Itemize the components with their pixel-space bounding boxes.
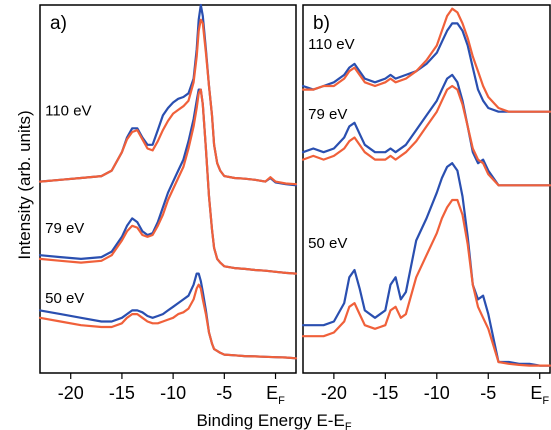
spectrum-line-red xyxy=(301,84,551,187)
spectrum-line-blue xyxy=(38,272,298,360)
photon-energy-label: 79 eV xyxy=(308,106,347,123)
x-tick-label-text: -15 xyxy=(372,383,398,403)
x-tick-label: -10 xyxy=(160,383,186,403)
panel-tag: a) xyxy=(50,13,67,34)
x-tick-label: -5 xyxy=(216,383,232,403)
photon-energy-label: 110 eV xyxy=(308,36,354,53)
spectrum-line-blue xyxy=(301,162,551,367)
x-tick-label-text: -15 xyxy=(109,383,135,403)
x-tick-label-text: E xyxy=(530,383,542,403)
x-tick-label: -20 xyxy=(321,383,347,403)
photon-energy-label: 50 eV xyxy=(45,290,84,307)
x-tick-label: -20 xyxy=(58,383,84,403)
x-tick-label-text: -5 xyxy=(216,383,232,403)
x-tick-label-text: -10 xyxy=(160,383,186,403)
x-axis-title-subscript: F xyxy=(345,421,352,430)
spectrum-line-red xyxy=(301,198,551,367)
x-tick-label-subscript: F xyxy=(542,395,549,407)
spectrum-line-blue xyxy=(301,73,551,187)
x-tick-label: -5 xyxy=(480,383,496,403)
spectrum-line-red xyxy=(38,283,298,360)
x-tick-label-text: -20 xyxy=(321,383,347,403)
x-tick-label: EF xyxy=(530,383,549,407)
x-tick-label-subscript: F xyxy=(278,395,285,407)
x-axis-title: Binding Energy E-EF xyxy=(196,411,351,430)
spectrum-line-red xyxy=(38,18,298,186)
x-tick-label: EF xyxy=(266,383,285,407)
photon-energy-label: 50 eV xyxy=(308,235,347,252)
x-tick-label-text: -10 xyxy=(424,383,450,403)
x-tick-label: -10 xyxy=(424,383,450,403)
spectrum-line-blue xyxy=(38,3,298,187)
panel-tag: b) xyxy=(313,13,330,34)
x-axis-title-main: Binding Energy E-E xyxy=(196,411,344,430)
x-tick-label-text: E xyxy=(266,383,278,403)
photon-energy-label: 110 eV xyxy=(45,102,91,119)
x-tick-label: -15 xyxy=(372,383,398,403)
photon-energy-label: 79 eV xyxy=(45,220,84,237)
panel-frame xyxy=(302,4,551,374)
x-tick-label: -15 xyxy=(109,383,135,403)
panel-frame xyxy=(39,4,297,374)
y-axis-title: Intensity (arb. units) xyxy=(15,110,34,259)
spectrum-line-blue xyxy=(301,22,551,113)
x-tick-label-text: -5 xyxy=(480,383,496,403)
x-tick-label-text: -20 xyxy=(58,383,84,403)
spectrum-line-red xyxy=(38,88,298,275)
spectrum-line-red xyxy=(301,7,551,113)
